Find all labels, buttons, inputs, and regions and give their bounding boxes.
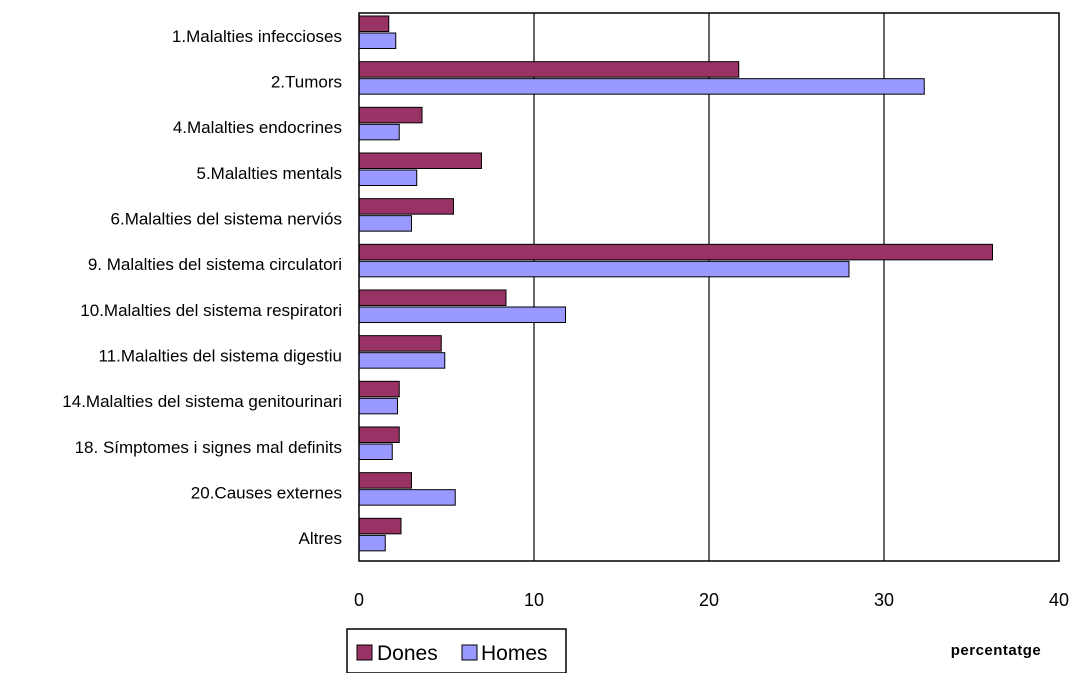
x-tick-labels: 0 10 20 30 40 — [354, 590, 1069, 610]
bar-homes-1 — [358, 78, 925, 95]
bar-dones-8 — [358, 380, 400, 398]
category-label: 5.Malalties mentals — [196, 164, 342, 183]
bar-dones-11 — [358, 517, 402, 535]
category-label: Altres — [299, 529, 342, 548]
x-tick-label: 40 — [1049, 590, 1069, 610]
category-label: 18. Símptomes i signes mal definits — [75, 438, 342, 457]
bar-dones-9 — [358, 426, 400, 443]
bars — [358, 15, 993, 552]
bar-homes-10 — [358, 489, 456, 506]
bar-dones-0 — [358, 15, 390, 32]
x-tick-label: 0 — [354, 590, 364, 610]
bar-homes-2 — [358, 123, 400, 141]
bar-homes-4 — [358, 215, 412, 232]
bar-dones-4 — [358, 198, 454, 215]
bar-homes-7 — [358, 352, 446, 369]
bar-dones-1 — [358, 61, 740, 78]
bar-dones-5 — [358, 243, 993, 261]
bar-homes-5 — [358, 260, 850, 278]
category-label: 4.Malalties endocrines — [173, 118, 342, 137]
legend-box — [346, 628, 567, 673]
x-tick-label: 20 — [699, 590, 719, 610]
bar-dones-7 — [358, 335, 442, 352]
bar-dones-6 — [358, 289, 507, 306]
x-tick-label: 30 — [874, 590, 894, 610]
legend-label-dones: Dones — [377, 642, 438, 665]
category-label: 2.Tumors — [271, 73, 342, 92]
legend-label-homes: Homes — [481, 642, 548, 665]
bar-homes-3 — [358, 169, 418, 186]
plot-frame — [358, 12, 1060, 562]
category-label: 1.Malalties infeccioses — [172, 27, 342, 46]
x-axis-title: percentatge — [951, 642, 1042, 659]
category-labels: 1.Malalties infeccioses 2.Tumors 4.Malalti… — [62, 27, 342, 548]
legend-swatch-homes — [461, 644, 478, 661]
bar-homes-6 — [358, 306, 566, 323]
category-label: 10.Malalties del sistema respiratori — [80, 301, 342, 320]
bar-dones-10 — [358, 472, 412, 489]
bar-homes-8 — [358, 397, 398, 415]
bar-homes-11 — [358, 534, 386, 552]
category-label: 14.Malalties del sistema genitourinari — [62, 392, 342, 411]
legend-swatch-dones — [356, 644, 373, 661]
bar-homes-0 — [358, 32, 397, 49]
category-label: 9. Malalties del sistema circulatori — [88, 255, 342, 274]
category-label: 6.Malalties del sistema nerviós — [111, 210, 342, 229]
gridlines — [533, 13, 885, 561]
x-tick-label: 10 — [524, 590, 544, 610]
bar-dones-2 — [358, 106, 423, 124]
bar-dones-3 — [358, 152, 482, 169]
category-label: 11.Malalties del sistema digestiu — [99, 347, 342, 366]
bar-homes-9 — [358, 443, 393, 460]
category-label: 20.Causes externes — [191, 484, 342, 503]
legend: Dones Homes — [346, 628, 567, 673]
